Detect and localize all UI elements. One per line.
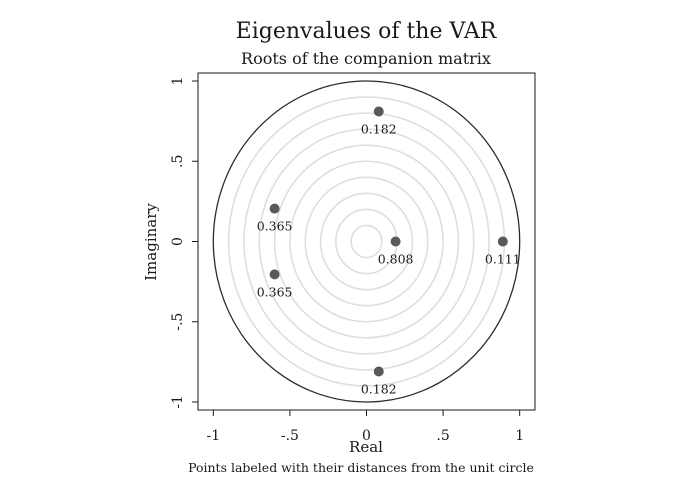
- x-axis: -1 -.5 0 .5 1: [198, 409, 535, 444]
- x-tick-label: .5: [436, 428, 449, 444]
- x-axis-label: Real: [349, 438, 383, 456]
- unit-circle-layer: [212, 80, 521, 403]
- y-tick-label: .5: [170, 155, 186, 168]
- plot-region: 0.182 0.182 0.365 0.365 0.808 0.111: [197, 72, 536, 411]
- y-axis-label: Imaginary: [142, 203, 160, 281]
- grid-circle: [350, 224, 383, 259]
- point-label: 0.111: [485, 252, 521, 267]
- eigenvalue-point: [373, 366, 384, 377]
- eigenvalue-point: [373, 106, 384, 117]
- grid-circle: [289, 160, 444, 323]
- chart-title: Eigenvalues of the VAR: [236, 19, 498, 44]
- point-label: 0.182: [361, 381, 397, 396]
- eigenvalue-point: [269, 269, 280, 280]
- x-tick-label: 1: [515, 428, 524, 444]
- grid-circle: [319, 192, 414, 291]
- grid-circle: [258, 128, 475, 355]
- eigenvalue-points: 0.182 0.182 0.365 0.365 0.808 0.111: [257, 106, 521, 396]
- y-axis: -1 -.5 0 .5 1: [170, 73, 199, 410]
- eigenvalue-point: [497, 236, 508, 247]
- y-tick-label: -1: [170, 395, 186, 409]
- point-label: 0.808: [378, 252, 414, 267]
- eigenvalue-point: [390, 236, 401, 247]
- x-ticks: -1 -.5 0 .5 1: [206, 410, 524, 444]
- unit-circle: [212, 80, 521, 403]
- y-ticks: -1 -.5 0 .5 1: [170, 77, 198, 409]
- x-tick-label: -.5: [281, 428, 299, 444]
- x-tick-label: -1: [206, 428, 220, 444]
- point-label: 0.365: [257, 219, 293, 234]
- point-label: 0.365: [257, 284, 293, 299]
- point-label: 0.182: [361, 122, 397, 137]
- chart-note: Points labeled with their distances from…: [188, 460, 534, 475]
- grid-circles: [227, 96, 506, 387]
- grid-circle: [243, 112, 490, 371]
- eigenvalue-point: [269, 203, 280, 214]
- y-tick-label: 1: [170, 77, 186, 86]
- y-tick-label: -.5: [170, 313, 186, 331]
- chart-subtitle: Roots of the companion matrix: [241, 49, 491, 68]
- grid-circle: [304, 176, 429, 307]
- x-tick-label: 0: [362, 428, 371, 444]
- y-tick-label: 0: [170, 237, 186, 246]
- grid-circle: [273, 144, 460, 339]
